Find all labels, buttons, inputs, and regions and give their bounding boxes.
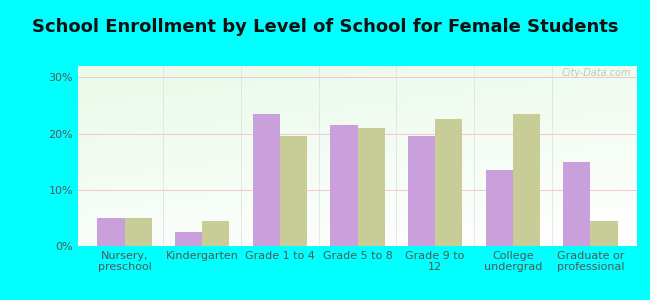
Bar [358,128,385,246]
Bar [330,125,358,246]
Text: City-Data.com: City-Data.com [562,68,631,78]
Bar [486,170,513,246]
Bar [435,119,462,246]
Bar [175,232,202,246]
Bar [408,136,435,246]
Bar [125,218,151,246]
Text: School Enrollment by Level of School for Female Students: School Enrollment by Level of School for… [32,18,618,36]
Bar [280,136,307,246]
Bar [253,114,280,246]
Bar [564,162,590,246]
Bar [202,221,229,246]
Bar [98,218,125,246]
Bar [590,221,618,246]
Bar [513,114,540,246]
